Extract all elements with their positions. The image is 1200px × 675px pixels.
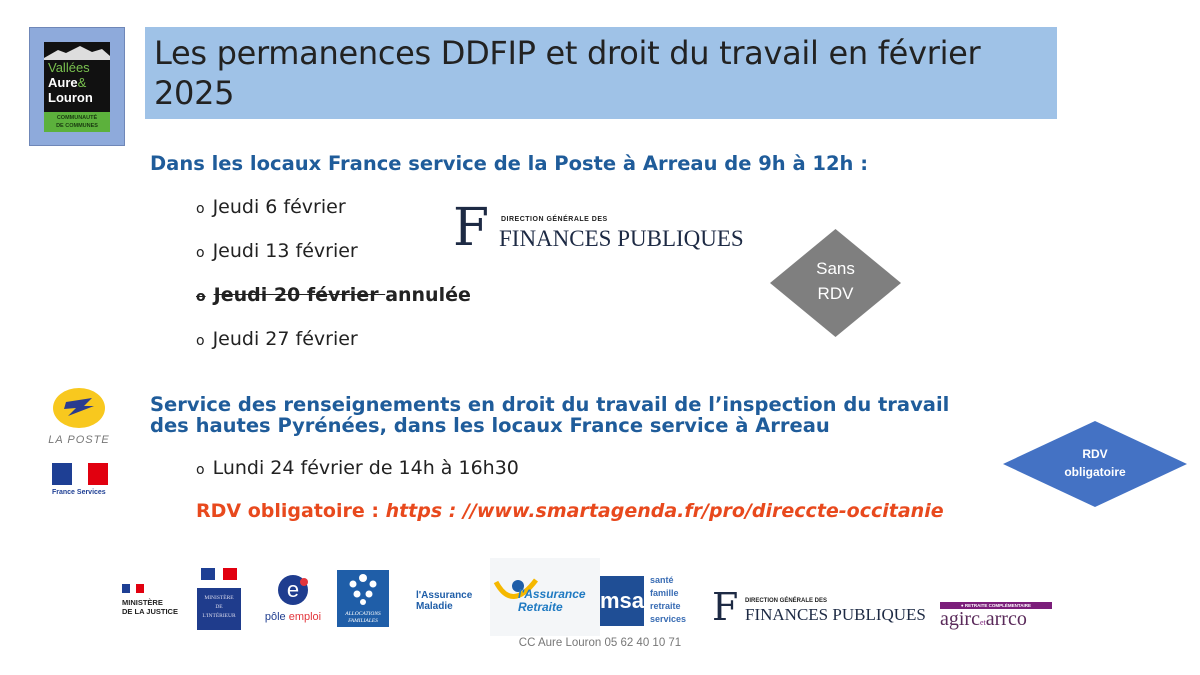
list-item: o Lundi 24 février de 14h à 16h30 bbox=[196, 457, 519, 479]
assurance-maladie-logo: l'Assurance Maladie bbox=[416, 590, 473, 612]
smartagenda-link[interactable]: https : //www.smartagenda.fr/pro/direcct… bbox=[385, 500, 944, 522]
dgfip-f-icon: F bbox=[453, 198, 490, 258]
logo-text: Vallées bbox=[48, 60, 90, 75]
cc-aure-louron-logo: Vallées Aure& Louron COMMUNAUTÉ DE COMMUN… bbox=[29, 27, 125, 146]
mountain-icon bbox=[44, 46, 110, 60]
logo-text: Aure& bbox=[48, 75, 87, 90]
logo-band: COMMUNAUTÉ DE COMMUNES bbox=[44, 112, 110, 132]
assurance-retraite-logo: l'Assurance Retraite bbox=[490, 558, 600, 636]
ministere-justice-logo: MINISTÈRE DE LA JUSTICE bbox=[122, 580, 186, 616]
sans-rdv-badge: Sans RDV bbox=[770, 229, 901, 337]
caf-logo: ALLOCATIONS FAMILIALES bbox=[337, 570, 389, 627]
list-item: o Jeudi 6 février bbox=[196, 196, 346, 218]
la-poste-logo: LA POSTE bbox=[48, 386, 110, 446]
section1-heading: Dans les locaux France service de la Pos… bbox=[150, 152, 869, 175]
dgfip-footer-logo: F DIRECTION GÉNÉRALE DES FINANCES PUBLIQ… bbox=[712, 585, 926, 629]
list-item: o Jeudi 13 février bbox=[196, 240, 358, 262]
rdv-obligatoire-badge: RDV obligatoire bbox=[1003, 421, 1187, 507]
list-item-cancelled: o Jeudi 20 février annulée bbox=[196, 284, 471, 306]
msa-logo: msa santé famille retraite services bbox=[600, 575, 687, 626]
france-services-logo: France Services bbox=[52, 463, 108, 499]
title-banner: Les permanences DDFIP et droit du travai… bbox=[145, 27, 1057, 119]
svg-text:e: e bbox=[287, 577, 299, 602]
list-item: o Jeudi 27 février bbox=[196, 328, 358, 350]
dgfip-logo: F DIRECTION GÉNÉRALE DES FINANCES PUBLIQ… bbox=[453, 198, 744, 258]
ministere-interieur-logo: MINISTÈRE DE L'INTÉRIEUR bbox=[197, 565, 241, 630]
agirc-arrco-logo: ● RETRAITE COMPLÉMENTAIRE agircetarrco bbox=[940, 602, 1052, 633]
pole-emploi-logo: e pôle emploi bbox=[264, 575, 322, 623]
la-poste-bird-icon bbox=[53, 388, 105, 428]
footer-contact: CC Aure Louron 05 62 40 10 71 bbox=[518, 637, 682, 649]
logo-text: Louron bbox=[48, 90, 93, 105]
marianne-icon bbox=[52, 463, 108, 485]
rdv-line: RDV obligatoire : https : //www.smartage… bbox=[196, 500, 944, 522]
section2-heading: Service des renseignements en droit du t… bbox=[150, 393, 950, 437]
page-title: Les permanences DDFIP et droit du travai… bbox=[154, 34, 981, 112]
